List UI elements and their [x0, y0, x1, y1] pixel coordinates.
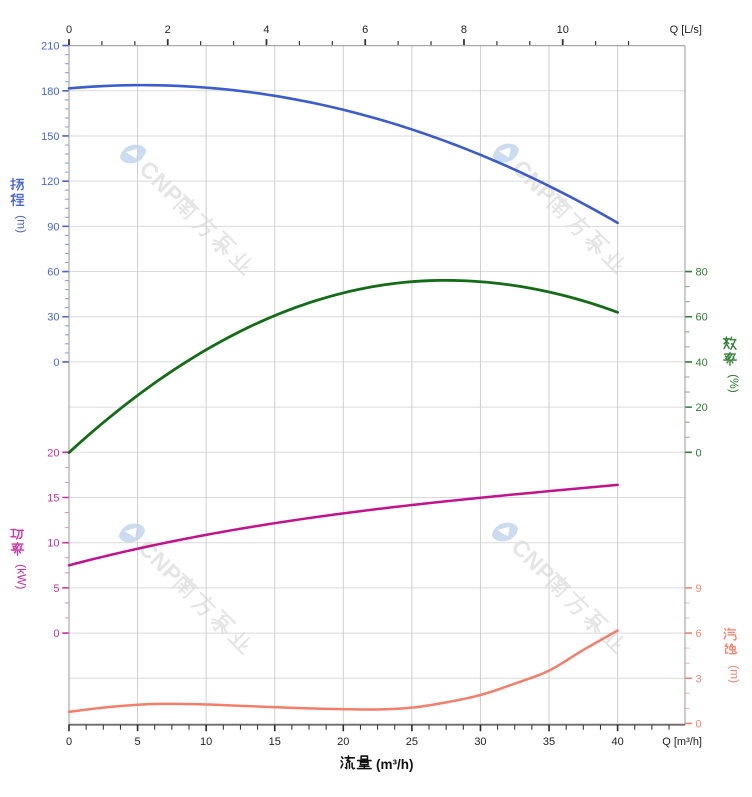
svg-text:9: 9: [696, 583, 702, 595]
svg-text:30: 30: [47, 312, 59, 324]
svg-text:(m): (m): [15, 215, 29, 233]
svg-text:20: 20: [696, 402, 708, 414]
svg-text:6: 6: [362, 24, 368, 36]
svg-text:0: 0: [66, 24, 72, 36]
svg-text:6: 6: [696, 628, 702, 640]
svg-text:15: 15: [47, 493, 59, 505]
svg-text:40: 40: [611, 736, 623, 748]
svg-text:180: 180: [41, 86, 59, 98]
svg-text:0: 0: [696, 447, 702, 459]
svg-text:10: 10: [200, 736, 212, 748]
svg-text:4: 4: [263, 24, 269, 36]
svg-text:150: 150: [41, 131, 59, 143]
svg-text:8: 8: [461, 24, 467, 36]
svg-text:60: 60: [696, 312, 708, 324]
svg-text:20: 20: [337, 736, 349, 748]
svg-text:5: 5: [53, 583, 59, 595]
svg-text:0: 0: [66, 736, 72, 748]
svg-text:30: 30: [474, 736, 486, 748]
svg-text:0: 0: [53, 628, 59, 640]
svg-text:Q [m³/h]: Q [m³/h]: [662, 736, 702, 748]
svg-text:90: 90: [47, 221, 59, 233]
svg-text:35: 35: [543, 736, 555, 748]
svg-text:15: 15: [269, 736, 281, 748]
svg-text:80: 80: [696, 267, 708, 279]
svg-text:(%): (%): [727, 374, 741, 393]
svg-text:0: 0: [53, 357, 59, 369]
svg-text:(kW): (kW): [15, 564, 29, 589]
svg-text:120: 120: [41, 176, 59, 188]
svg-text:25: 25: [406, 736, 418, 748]
svg-text:(m³/h): (m³/h): [376, 757, 414, 772]
svg-text:10: 10: [47, 538, 59, 550]
svg-text:(m): (m): [728, 665, 742, 683]
svg-text:20: 20: [47, 447, 59, 459]
svg-text:210: 210: [41, 41, 59, 53]
svg-text:60: 60: [47, 267, 59, 279]
svg-text:10: 10: [557, 24, 569, 36]
svg-text:5: 5: [135, 736, 141, 748]
svg-text:0: 0: [696, 718, 702, 730]
svg-text:3: 3: [696, 673, 702, 685]
svg-text:Q [L/s]: Q [L/s]: [670, 24, 702, 36]
svg-text:40: 40: [696, 357, 708, 369]
svg-text:2: 2: [165, 24, 171, 36]
